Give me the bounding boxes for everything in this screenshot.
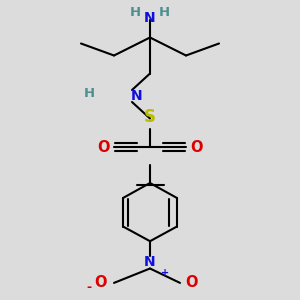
Text: +: +: [160, 268, 169, 278]
Text: S: S: [144, 108, 156, 126]
Text: O: O: [185, 275, 198, 290]
Text: O: O: [97, 140, 110, 154]
Text: N: N: [130, 89, 142, 103]
Text: O: O: [94, 275, 107, 290]
Text: N: N: [144, 256, 156, 269]
Text: N: N: [144, 11, 156, 25]
Text: H: H: [83, 86, 94, 100]
Text: -: -: [86, 281, 92, 294]
Text: H: H: [130, 5, 141, 19]
Text: H: H: [159, 5, 170, 19]
Text: O: O: [190, 140, 203, 154]
